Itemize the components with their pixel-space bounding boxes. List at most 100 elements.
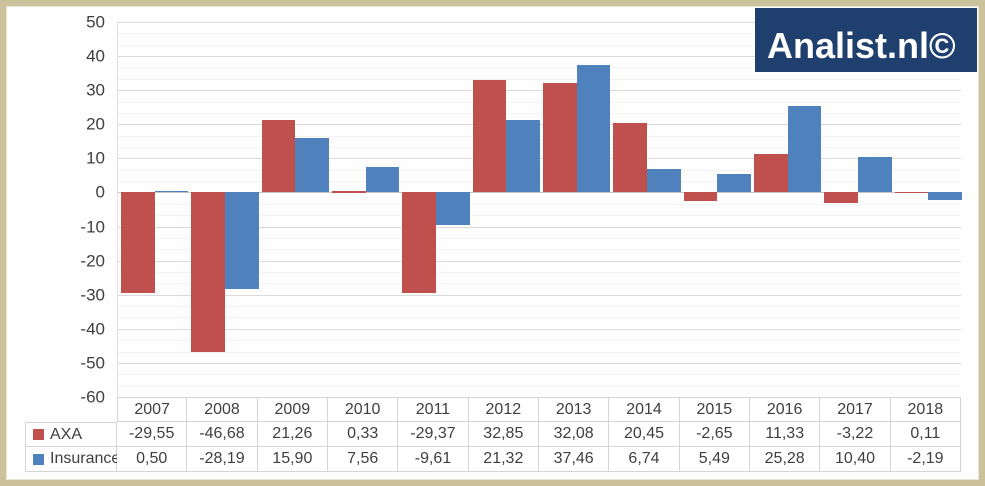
bar-insurance-2009 bbox=[295, 138, 330, 193]
bar-axa-2017 bbox=[824, 192, 859, 204]
table-year-header-2014: 2014 bbox=[609, 397, 680, 422]
legend-swatch-insurance bbox=[33, 453, 44, 465]
bar-insurance-2011 bbox=[436, 192, 470, 226]
minor-gridline bbox=[118, 33, 961, 35]
y-axis-label--60: -60 bbox=[80, 387, 105, 407]
table-value-axa-2009: 21,26 bbox=[257, 422, 328, 447]
y-axis-label-20: 20 bbox=[86, 114, 105, 134]
table-year-header-2012: 2012 bbox=[468, 397, 539, 422]
table-year-header-2011: 2011 bbox=[398, 397, 469, 422]
table-year-header-2010: 2010 bbox=[328, 397, 399, 422]
table-value-insurance-2010: 7,56 bbox=[328, 447, 399, 472]
minor-gridline bbox=[118, 272, 961, 273]
y-axis-label-10: 10 bbox=[86, 148, 105, 168]
table-value-insurance-2011: -9,61 bbox=[398, 447, 469, 472]
y-axis-label--10: -10 bbox=[80, 217, 105, 237]
bar-insurance-2018 bbox=[928, 192, 963, 200]
bar-axa-2018 bbox=[894, 192, 929, 194]
table-year-header-2013: 2013 bbox=[539, 397, 610, 422]
y-axis-label-0: 0 bbox=[95, 182, 105, 202]
bar-insurance-2008 bbox=[225, 192, 259, 289]
bar-axa-2011 bbox=[402, 192, 437, 293]
y-axis-label-30: 30 bbox=[86, 80, 105, 100]
y-axis-label--20: -20 bbox=[80, 251, 105, 271]
table-year-header-2009: 2009 bbox=[257, 397, 328, 422]
minor-gridline bbox=[118, 249, 961, 251]
bar-insurance-2010 bbox=[365, 166, 400, 193]
table-value-axa-2007: -29,55 bbox=[117, 422, 188, 447]
bar-axa-2010 bbox=[332, 191, 366, 193]
minor-gridline bbox=[118, 203, 961, 205]
minor-gridline bbox=[118, 283, 961, 285]
bar-insurance-2014 bbox=[647, 169, 681, 193]
table-value-axa-2008: -46,68 bbox=[187, 422, 258, 447]
table-value-axa-2014: 20,45 bbox=[609, 422, 680, 447]
table-value-insurance-2012: 21,32 bbox=[468, 447, 539, 472]
table-year-header-2015: 2015 bbox=[679, 397, 750, 422]
major-gridline bbox=[118, 22, 961, 23]
bar-insurance-2007 bbox=[154, 190, 189, 193]
table-value-insurance-2017: 10,40 bbox=[820, 447, 891, 472]
y-axis-label--50: -50 bbox=[80, 353, 105, 373]
table-value-insurance-2014: 6,74 bbox=[609, 447, 680, 472]
minor-gridline bbox=[118, 78, 961, 80]
y-axis-label--30: -30 bbox=[80, 285, 105, 305]
bar-insurance-2017 bbox=[858, 157, 892, 193]
bar-axa-2016 bbox=[754, 153, 788, 193]
bar-insurance-2015 bbox=[717, 173, 752, 193]
major-gridline bbox=[118, 56, 961, 58]
table-year-header-2016: 2016 bbox=[750, 397, 821, 422]
bar-axa-2015 bbox=[683, 192, 718, 202]
table-year-header-2008: 2008 bbox=[187, 397, 258, 422]
plot-area bbox=[117, 22, 963, 398]
table-value-axa-2011: -29,37 bbox=[398, 422, 469, 447]
major-gridline bbox=[118, 328, 961, 330]
table-value-axa-2010: 0,33 bbox=[328, 422, 399, 447]
minor-gridline bbox=[118, 215, 961, 217]
bar-axa-2013 bbox=[543, 83, 577, 193]
major-gridline bbox=[118, 260, 961, 262]
minor-gridline bbox=[118, 351, 961, 353]
table-value-insurance-2013: 37,46 bbox=[539, 447, 610, 472]
minor-gridline bbox=[118, 340, 961, 342]
table-value-insurance-2007: 0,50 bbox=[117, 447, 188, 472]
data-table: 2007 2008 2009 2010 2011 2012 2013 2014 2015 2016… bbox=[25, 397, 961, 472]
table-legend-axa: AXA bbox=[25, 422, 117, 447]
table-year-header-2018: 2018 bbox=[890, 397, 961, 422]
bar-axa-2007 bbox=[121, 192, 155, 294]
bar-insurance-2016 bbox=[787, 106, 822, 193]
table-value-axa-2013: 32,08 bbox=[539, 422, 610, 447]
bar-insurance-2013 bbox=[576, 64, 611, 193]
table-value-insurance-2009: 15,90 bbox=[257, 447, 328, 472]
table-value-insurance-2016: 25,28 bbox=[750, 447, 821, 472]
table-value-axa-2012: 32,85 bbox=[468, 422, 539, 447]
y-axis-label-50: 50 bbox=[86, 12, 105, 32]
zero-axis-line bbox=[118, 192, 961, 194]
table-value-axa-2015: -2,65 bbox=[679, 422, 750, 447]
minor-gridline bbox=[118, 317, 961, 319]
major-gridline bbox=[118, 226, 961, 228]
table-year-header-2007: 2007 bbox=[117, 397, 188, 422]
table-value-axa-2018: 0,11 bbox=[890, 422, 961, 447]
minor-gridline bbox=[118, 237, 961, 239]
legend-swatch-axa bbox=[33, 429, 44, 440]
major-gridline bbox=[118, 294, 961, 296]
table-value-insurance-2015: 5,49 bbox=[679, 447, 750, 472]
minor-gridline bbox=[118, 67, 961, 69]
table-value-insurance-2018: -2,19 bbox=[890, 447, 961, 472]
y-axis-label--40: -40 bbox=[80, 319, 105, 339]
brand-logo-text: Analist.nl© bbox=[767, 25, 956, 66]
y-axis-label-40: 40 bbox=[86, 46, 105, 66]
minor-gridline bbox=[118, 44, 961, 46]
minor-gridline bbox=[118, 112, 961, 114]
major-gridline bbox=[118, 90, 961, 92]
bar-axa-2014 bbox=[613, 122, 648, 193]
brand-logo: Analist.nl© bbox=[755, 8, 977, 72]
table-value-insurance-2008: -28,19 bbox=[187, 447, 258, 472]
bar-axa-2008 bbox=[191, 192, 226, 352]
legend-label-insurance: Insurance bbox=[50, 450, 121, 467]
table-value-axa-2017: -3,22 bbox=[820, 422, 891, 447]
table-value-axa-2016: 11,33 bbox=[750, 422, 821, 447]
minor-gridline bbox=[118, 101, 961, 103]
